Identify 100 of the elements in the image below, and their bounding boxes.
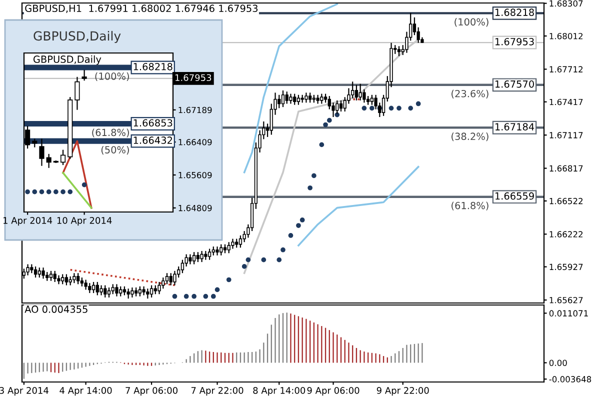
line-series — [298, 166, 420, 246]
point — [172, 294, 178, 299]
candlestick — [296, 94, 300, 106]
y-tick-label: 0.00 — [549, 360, 567, 366]
candlestick — [216, 246, 219, 256]
point — [396, 106, 402, 111]
candlestick — [308, 92, 312, 104]
x-tick-label: 4 Apr 14:00 — [60, 387, 112, 396]
annotation: (61.8%) — [452, 202, 488, 210]
chart-title: AO 0.004355 — [24, 306, 88, 313]
candlestick — [358, 83, 362, 101]
candlestick — [39, 138, 44, 166]
candlestick — [107, 286, 111, 298]
candlestick — [169, 272, 172, 286]
y-tick-label: 1.68012 — [550, 32, 582, 40]
candlestick — [92, 281, 96, 294]
candlestick — [354, 84, 358, 101]
candlestick — [96, 281, 99, 296]
x-tick-label: 8 Apr 14:00 — [253, 387, 306, 396]
candlestick — [200, 250, 204, 263]
y-tick-label: 1.64809 — [178, 204, 212, 212]
point — [334, 112, 340, 118]
candlestick — [285, 91, 288, 104]
candlestick — [173, 270, 176, 286]
y-tick-label: 1.67189 — [178, 106, 212, 114]
x-tick-label: 10 Apr 2014 — [57, 217, 112, 226]
x-tick-label: 3 Apr 2014 — [0, 387, 48, 396]
x-tick-label: 7 Apr 06:00 — [126, 387, 178, 396]
ref-line-label: 1.68218 — [134, 62, 172, 70]
chart-title: GBPUSD,H1 1.67991 1.68002 1.67946 1.67953 — [25, 4, 258, 14]
ref-line-label: 1.67953 — [495, 38, 534, 46]
candlestick — [192, 252, 196, 265]
annotation: (38.2%) — [452, 132, 488, 142]
point — [276, 257, 282, 262]
ref-line-label: 1.67184 — [495, 123, 534, 130]
point — [323, 122, 328, 128]
candlestick — [220, 244, 223, 256]
candlestick — [42, 267, 45, 280]
y-tick-label: 1.65609 — [178, 172, 212, 178]
point — [300, 218, 305, 222]
candlestick — [293, 93, 296, 106]
candlestick — [46, 153, 52, 168]
point — [192, 294, 196, 299]
point — [288, 233, 294, 238]
point — [370, 106, 374, 111]
annotation: (100%) — [454, 18, 488, 27]
candlestick — [60, 149, 66, 166]
point — [326, 118, 332, 123]
candlestick — [281, 90, 285, 108]
candlestick — [158, 281, 161, 295]
candlestick — [26, 264, 30, 276]
point — [416, 101, 421, 106]
point — [203, 294, 208, 299]
point — [210, 294, 216, 299]
candlestick — [289, 93, 292, 104]
candlestick — [180, 259, 184, 274]
candlestick — [231, 238, 234, 250]
annotation: (50%) — [101, 146, 129, 155]
y-tick-label: 0.011071 — [549, 310, 588, 316]
ref-line-label: 1.66559 — [495, 192, 534, 200]
x-tick-label: 1 Apr 2014 — [4, 217, 52, 226]
point — [261, 257, 266, 262]
annotation: (61.8%) — [92, 128, 129, 138]
candlestick — [370, 94, 374, 106]
y-tick-label: 1.66817 — [550, 165, 583, 172]
candlestick — [115, 284, 118, 297]
y-tick-label: -0.003648 — [549, 376, 592, 382]
point — [214, 287, 220, 292]
candlestick — [84, 279, 88, 290]
candlestick — [53, 270, 56, 283]
chart-subtitle: GBPUSD,Daily — [33, 55, 102, 65]
candlestick — [61, 274, 64, 285]
candlestick — [76, 272, 80, 285]
point — [388, 106, 394, 111]
candlestick — [126, 288, 130, 300]
point — [312, 173, 316, 178]
annotation: (23.6%) — [452, 90, 488, 98]
candlestick — [34, 266, 38, 278]
candlestick — [111, 284, 114, 295]
candlestick — [227, 242, 230, 254]
point — [296, 223, 301, 228]
candlestick — [82, 69, 87, 82]
candlestick — [397, 46, 401, 57]
y-tick-label: 1.67712 — [550, 66, 582, 72]
candlestick — [339, 100, 343, 112]
annotation: (100%) — [95, 72, 129, 82]
y-tick-label: 1.66522 — [550, 198, 582, 204]
candlestick — [146, 288, 150, 300]
candlestick — [72, 272, 76, 284]
candlestick — [130, 286, 134, 298]
y-tick-label: 1.66222 — [550, 231, 582, 238]
candlestick — [184, 254, 188, 268]
candlestick — [100, 284, 103, 296]
point — [319, 142, 324, 148]
y-tick-label: 1.67117 — [550, 132, 583, 138]
point — [408, 106, 414, 111]
y-tick-label: 1.68307 — [550, 0, 583, 7]
candlestick — [74, 76, 80, 110]
point — [280, 247, 286, 252]
point — [246, 257, 251, 262]
